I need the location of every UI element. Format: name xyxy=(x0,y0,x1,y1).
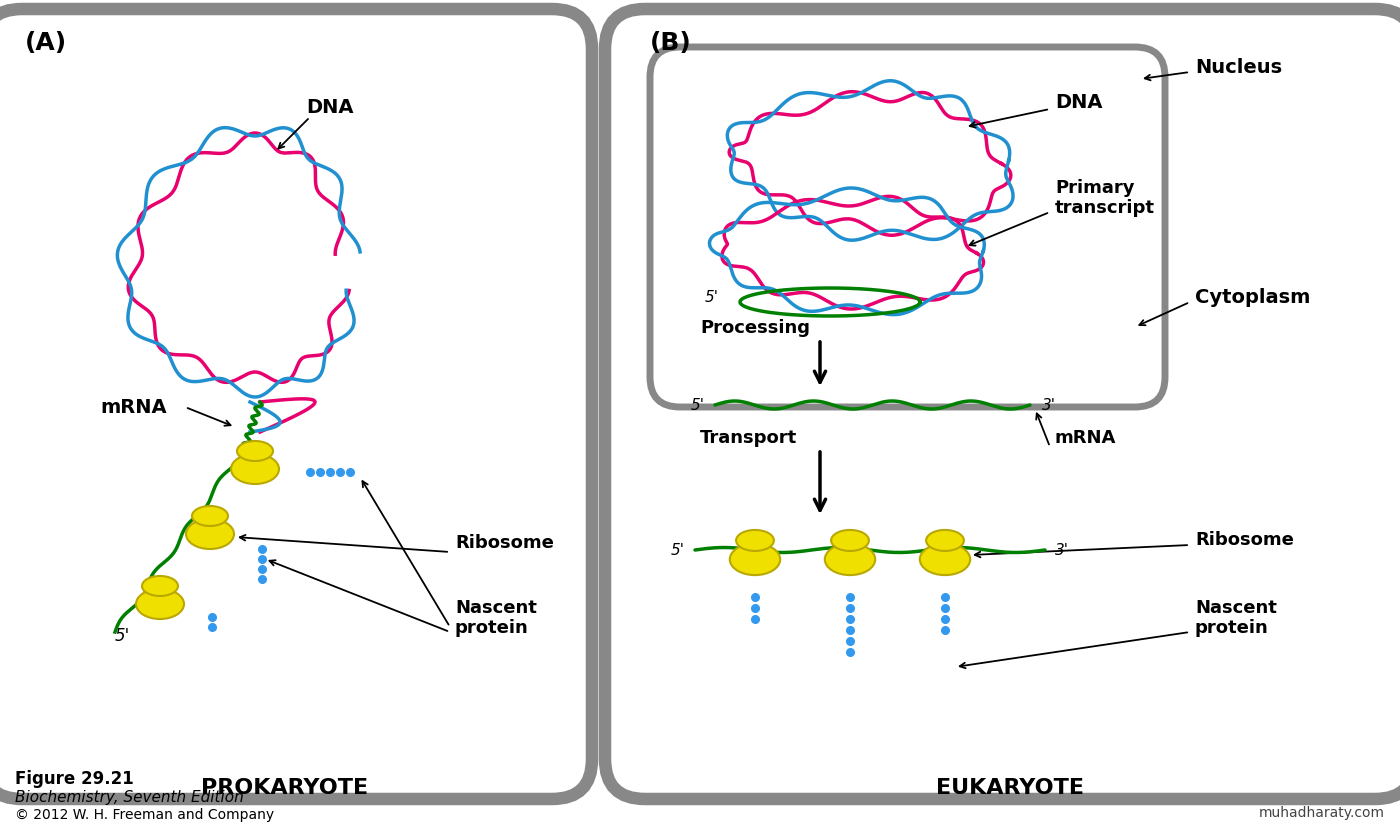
Ellipse shape xyxy=(237,442,273,461)
Ellipse shape xyxy=(231,455,279,485)
Text: (A): (A) xyxy=(25,31,67,55)
Ellipse shape xyxy=(136,590,183,619)
Ellipse shape xyxy=(832,530,869,552)
FancyBboxPatch shape xyxy=(605,10,1400,799)
Text: 3': 3' xyxy=(1056,543,1070,558)
Text: Nascent
protein: Nascent protein xyxy=(455,598,536,637)
Text: muhadharaty.com: muhadharaty.com xyxy=(1259,805,1385,819)
Text: DNA: DNA xyxy=(307,98,354,117)
Text: Primary
transcript: Primary transcript xyxy=(1056,179,1155,218)
Text: Ribosome: Ribosome xyxy=(1196,530,1294,548)
Ellipse shape xyxy=(141,576,178,596)
Text: Nucleus: Nucleus xyxy=(1196,59,1282,78)
Text: 3': 3' xyxy=(1042,398,1056,413)
Text: Nascent
protein: Nascent protein xyxy=(1196,598,1277,637)
Text: 5': 5' xyxy=(692,398,706,413)
Text: Transport: Transport xyxy=(700,428,797,447)
Text: Biochemistry, Seventh Edition: Biochemistry, Seventh Edition xyxy=(15,789,244,804)
FancyBboxPatch shape xyxy=(650,48,1165,408)
Text: 5': 5' xyxy=(115,626,130,644)
Text: 5': 5' xyxy=(706,290,720,305)
Ellipse shape xyxy=(729,544,780,576)
Text: DNA: DNA xyxy=(1056,93,1103,112)
Text: Cytoplasm: Cytoplasm xyxy=(1196,288,1310,307)
Text: © 2012 W. H. Freeman and Company: © 2012 W. H. Freeman and Company xyxy=(15,807,274,821)
Ellipse shape xyxy=(186,519,234,549)
Text: (B): (B) xyxy=(650,31,692,55)
Text: PROKARYOTE: PROKARYOTE xyxy=(202,777,368,797)
Text: Figure 29.21: Figure 29.21 xyxy=(15,769,134,787)
Text: mRNA: mRNA xyxy=(1056,428,1116,447)
Text: Ribosome: Ribosome xyxy=(455,533,554,552)
Ellipse shape xyxy=(920,544,970,576)
Text: mRNA: mRNA xyxy=(99,398,167,417)
Text: 5': 5' xyxy=(671,543,685,558)
Ellipse shape xyxy=(927,530,963,552)
FancyBboxPatch shape xyxy=(0,10,592,799)
Ellipse shape xyxy=(736,530,774,552)
Ellipse shape xyxy=(192,506,228,526)
Text: Processing: Processing xyxy=(700,318,811,337)
Text: EUKARYOTE: EUKARYOTE xyxy=(937,777,1084,797)
Ellipse shape xyxy=(825,544,875,576)
